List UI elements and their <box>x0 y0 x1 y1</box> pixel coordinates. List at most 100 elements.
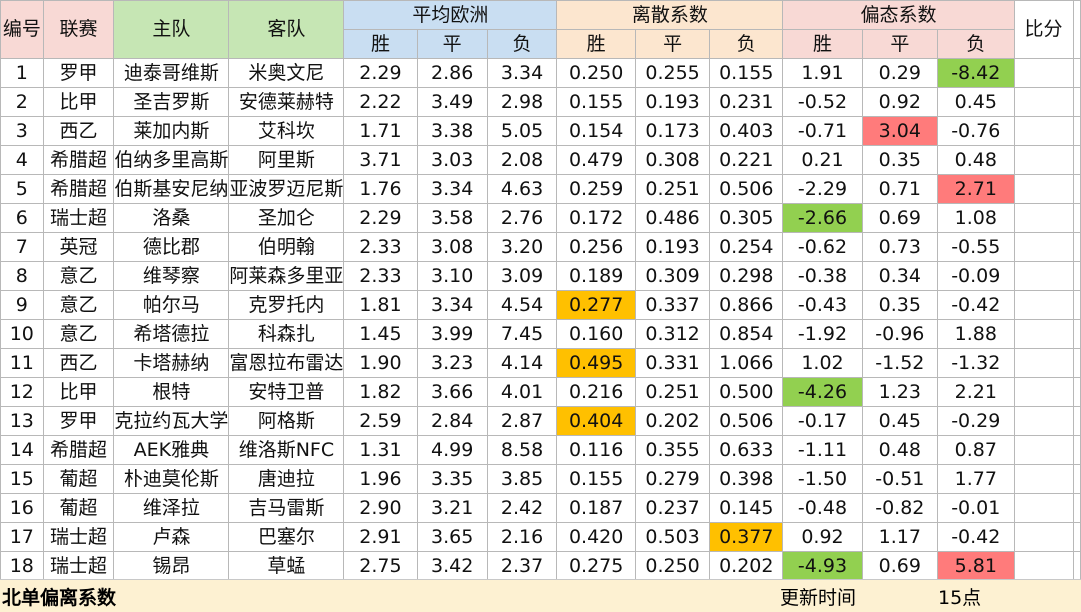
cell-skew-draw[interactable]: -0.82 <box>861 493 939 523</box>
cell-skew-win[interactable]: -0.38 <box>782 261 863 291</box>
cell-dispersion-lose[interactable]: 0.155 <box>709 58 784 88</box>
cell-dispersion-lose[interactable]: 0.506 <box>709 406 784 436</box>
cell-skew-lose[interactable]: -1.32 <box>937 348 1015 378</box>
cell-skew-draw[interactable]: -0.96 <box>861 319 939 349</box>
cell-home[interactable]: AEK雅典 <box>113 435 230 465</box>
cell-odds-draw[interactable]: 3.08 <box>416 232 488 262</box>
cell-home[interactable]: 伯斯基安尼纳 <box>113 174 230 204</box>
cell-dispersion-draw[interactable]: 0.251 <box>634 174 711 204</box>
cell-odds-win[interactable]: 2.33 <box>343 232 418 262</box>
header-disp-lose[interactable]: 负 <box>709 29 784 59</box>
cell-dispersion-draw[interactable]: 0.331 <box>634 348 711 378</box>
cell-odds-win[interactable]: 2.59 <box>343 406 418 436</box>
cell-dispersion-win[interactable]: 0.160 <box>556 319 636 349</box>
cell-dispersion-win[interactable]: 0.256 <box>556 232 636 262</box>
cell-dispersion-win[interactable]: 0.277 <box>556 290 636 320</box>
header-avg-lose[interactable]: 负 <box>486 29 558 59</box>
cell-dispersion-lose[interactable]: 0.305 <box>709 203 784 233</box>
cell-extra[interactable] <box>1072 116 1081 146</box>
cell-skew-draw[interactable]: -0.51 <box>861 464 939 494</box>
cell-no[interactable]: 3 <box>0 116 44 146</box>
cell-dispersion-win[interactable]: 0.275 <box>556 551 636 581</box>
cell-extra[interactable] <box>1072 493 1081 523</box>
cell-extra[interactable] <box>1072 522 1081 552</box>
cell-home[interactable]: 卡塔赫纳 <box>113 348 230 378</box>
cell-skew-lose[interactable]: -0.76 <box>937 116 1015 146</box>
cell-score[interactable] <box>1013 290 1074 320</box>
cell-dispersion-draw[interactable]: 0.237 <box>634 493 711 523</box>
cell-no[interactable]: 12 <box>0 377 44 407</box>
cell-odds-win[interactable]: 1.96 <box>343 464 418 494</box>
cell-dispersion-draw[interactable]: 0.309 <box>634 261 711 291</box>
cell-away[interactable]: 圣加仑 <box>228 203 345 233</box>
cell-score[interactable] <box>1013 348 1074 378</box>
cell-skew-win[interactable]: -4.26 <box>782 377 863 407</box>
cell-odds-win[interactable]: 2.29 <box>343 58 418 88</box>
cell-skew-draw[interactable]: 0.35 <box>861 290 939 320</box>
cell-odds-win[interactable]: 3.71 <box>343 145 418 175</box>
cell-odds-win[interactable]: 1.81 <box>343 290 418 320</box>
cell-dispersion-draw[interactable]: 0.193 <box>634 232 711 262</box>
cell-odds-lose[interactable]: 3.85 <box>486 464 558 494</box>
header-score[interactable]: 比分 <box>1013 0 1074 59</box>
cell-league[interactable]: 希腊超 <box>42 145 115 175</box>
header-home[interactable]: 主队 <box>113 0 230 59</box>
cell-away[interactable]: 阿里斯 <box>228 145 345 175</box>
cell-dispersion-draw[interactable]: 0.312 <box>634 319 711 349</box>
cell-away[interactable]: 唐迪拉 <box>228 464 345 494</box>
cell-dispersion-draw[interactable]: 0.337 <box>634 290 711 320</box>
cell-skew-draw[interactable]: 0.73 <box>861 232 939 262</box>
cell-league[interactable]: 西乙 <box>42 116 115 146</box>
cell-away[interactable]: 米奥文尼 <box>228 58 345 88</box>
cell-extra[interactable] <box>1072 261 1081 291</box>
cell-skew-win[interactable]: -0.71 <box>782 116 863 146</box>
cell-odds-lose[interactable]: 2.08 <box>486 145 558 175</box>
cell-extra[interactable] <box>1072 319 1081 349</box>
cell-odds-win[interactable]: 1.90 <box>343 348 418 378</box>
cell-odds-win[interactable]: 1.76 <box>343 174 418 204</box>
cell-home[interactable]: 圣吉罗斯 <box>113 87 230 117</box>
cell-dispersion-draw[interactable]: 0.279 <box>634 464 711 494</box>
cell-no[interactable]: 10 <box>0 319 44 349</box>
update-time-label[interactable]: 更新时间 <box>780 587 857 609</box>
cell-skew-lose[interactable]: 1.08 <box>937 203 1015 233</box>
cell-skew-draw[interactable]: 0.92 <box>861 87 939 117</box>
cell-home[interactable]: 朴迪莫伦斯 <box>113 464 230 494</box>
cell-dispersion-lose[interactable]: 1.066 <box>709 348 784 378</box>
cell-no[interactable]: 15 <box>0 464 44 494</box>
cell-skew-draw[interactable]: 0.48 <box>861 435 939 465</box>
cell-no[interactable]: 2 <box>0 87 44 117</box>
cell-skew-lose[interactable]: 0.87 <box>937 435 1015 465</box>
cell-score[interactable] <box>1013 377 1074 407</box>
header-skew-draw[interactable]: 平 <box>861 29 939 59</box>
cell-odds-lose[interactable]: 4.54 <box>486 290 558 320</box>
cell-dispersion-win[interactable]: 0.154 <box>556 116 636 146</box>
cell-away[interactable]: 亚波罗迈尼斯 <box>228 174 345 204</box>
cell-away[interactable]: 吉马雷斯 <box>228 493 345 523</box>
cell-no[interactable]: 6 <box>0 203 44 233</box>
cell-skew-win[interactable]: 1.91 <box>782 58 863 88</box>
cell-dispersion-draw[interactable]: 0.251 <box>634 377 711 407</box>
cell-skew-lose[interactable]: -8.42 <box>937 58 1015 88</box>
cell-skew-lose[interactable]: 1.88 <box>937 319 1015 349</box>
cell-score[interactable] <box>1013 551 1074 581</box>
cell-odds-lose[interactable]: 3.34 <box>486 58 558 88</box>
cell-league[interactable]: 罗甲 <box>42 406 115 436</box>
cell-odds-draw[interactable]: 3.34 <box>416 290 488 320</box>
cell-away[interactable]: 安特卫普 <box>228 377 345 407</box>
cell-odds-draw[interactable]: 3.42 <box>416 551 488 581</box>
cell-league[interactable]: 意乙 <box>42 261 115 291</box>
cell-skew-win[interactable]: 0.92 <box>782 522 863 552</box>
cell-odds-win[interactable]: 2.90 <box>343 493 418 523</box>
cell-dispersion-win[interactable]: 0.155 <box>556 464 636 494</box>
cell-odds-win[interactable]: 1.45 <box>343 319 418 349</box>
cell-league[interactable]: 葡超 <box>42 493 115 523</box>
cell-dispersion-lose[interactable]: 0.866 <box>709 290 784 320</box>
cell-no[interactable]: 4 <box>0 145 44 175</box>
cell-odds-lose[interactable]: 2.37 <box>486 551 558 581</box>
header-disp-win[interactable]: 胜 <box>556 29 636 59</box>
cell-home[interactable]: 伯纳多里高斯 <box>113 145 230 175</box>
cell-no[interactable]: 16 <box>0 493 44 523</box>
cell-extra[interactable] <box>1072 406 1081 436</box>
cell-odds-lose[interactable]: 3.09 <box>486 261 558 291</box>
